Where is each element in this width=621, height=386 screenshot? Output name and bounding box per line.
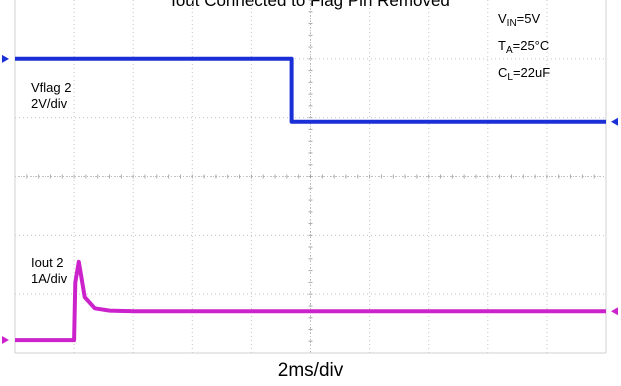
condition-ta: TA=25°C xyxy=(498,38,550,56)
channel-markers xyxy=(2,54,618,345)
channel-marker-left xyxy=(2,336,9,345)
condition-cl: CL=22uF xyxy=(498,65,551,83)
vflag-scale: 2V/div xyxy=(31,96,68,111)
vflag-name: Vflag 2 xyxy=(31,80,72,95)
iout-name: Iout 2 xyxy=(31,255,64,270)
iout-label: Iout 2 1A/div xyxy=(31,255,67,287)
traces xyxy=(15,56,606,343)
channel-marker-right xyxy=(611,117,618,126)
condition-vin: VIN=5V xyxy=(498,11,541,29)
iout-scale: 1A/div xyxy=(31,271,68,286)
trace-vflag xyxy=(15,56,606,124)
channel-marker-left xyxy=(2,54,9,63)
trace-iout xyxy=(15,259,606,343)
channel-marker-right xyxy=(611,307,618,316)
x-axis-label: 2ms/div xyxy=(277,360,344,381)
graticule xyxy=(14,0,607,354)
vflag-label: Vflag 2 2V/div xyxy=(31,80,71,112)
